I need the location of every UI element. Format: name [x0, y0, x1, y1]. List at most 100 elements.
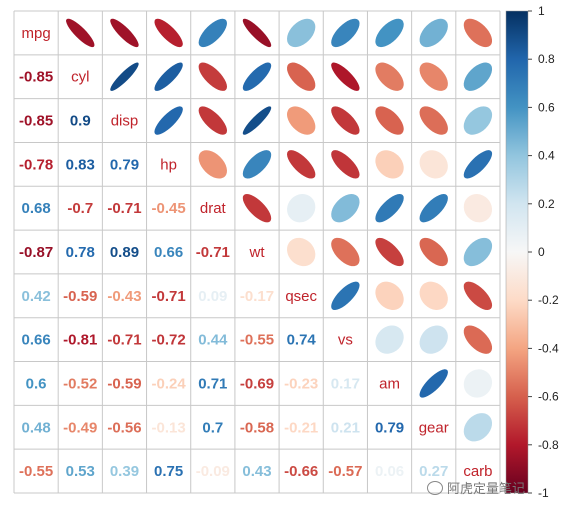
corr-value-hp-cyl: 0.83 [66, 156, 95, 173]
corr-value-am-vs: 0.17 [331, 375, 360, 392]
corr-value-carb-gear: 0.27 [419, 463, 448, 480]
corr-value-drat-mpg: 0.68 [21, 200, 50, 217]
colorbar-tick-label: -0.4 [538, 341, 559, 355]
diag-label-hp: hp [160, 156, 177, 173]
corr-ellipse-wt-qsec [287, 237, 316, 267]
corr-ellipse-disp-qsec [287, 106, 316, 135]
corr-value-disp-cyl: 0.9 [70, 113, 91, 130]
corr-value-vs-cyl: -0.81 [63, 332, 97, 349]
colorbar-tick-label: -0.6 [538, 390, 559, 404]
corr-ellipse-mpg-gear [419, 18, 448, 48]
corr-value-wt-drat: -0.71 [196, 244, 230, 261]
corr-ellipse-mpg-qsec [287, 18, 316, 48]
corr-value-am-hp: -0.24 [152, 375, 187, 392]
corr-ellipse-disp-drat [198, 106, 228, 135]
colorbar-tick-label: 0.8 [538, 52, 555, 66]
corr-ellipse-wt-vs [331, 237, 360, 267]
corr-ellipse-disp-gear [419, 106, 448, 135]
corr-ellipse-cyl-carb [463, 62, 493, 91]
color-legend: -1 -0.8 -0.6 -0.4 -0.2 0 0.2 0.4 0.6 0.8 1 [505, 4, 559, 500]
corr-ellipse-qsec-vs [331, 281, 360, 311]
corr-value-drat-cyl: -0.7 [67, 200, 93, 217]
corr-value-vs-wt: -0.55 [240, 332, 274, 349]
corr-value-drat-hp: -0.45 [152, 200, 186, 217]
corr-ellipse-cyl-drat [198, 62, 228, 91]
corr-ellipse-hp-am [375, 150, 404, 179]
diag-label-gear: gear [419, 419, 449, 436]
corr-value-gear-am: 0.79 [375, 419, 404, 436]
corr-value-hp-disp: 0.79 [110, 156, 139, 173]
corr-ellipse-hp-wt [242, 150, 272, 179]
corr-ellipse-disp-carb [463, 106, 493, 135]
corr-ellipse-wt-am [375, 237, 404, 267]
corr-value-gear-vs: 0.21 [331, 419, 360, 436]
corr-value-wt-mpg: -0.87 [19, 244, 53, 261]
colorbar-tick-label: 0.4 [538, 149, 555, 163]
corr-ellipse-mpg-carb [463, 18, 493, 48]
corr-value-gear-cyl: -0.49 [63, 419, 97, 436]
diag-label-am: am [379, 375, 400, 392]
corr-value-vs-mpg: 0.66 [21, 332, 50, 349]
corr-ellipse-qsec-carb [463, 281, 493, 311]
corr-value-qsec-hp: -0.71 [152, 288, 186, 305]
corr-ellipse-am-gear [419, 369, 448, 398]
corr-ellipse-qsec-am [375, 281, 404, 310]
corr-ellipse-hp-carb [463, 150, 493, 179]
corr-value-gear-qsec: -0.21 [284, 419, 318, 436]
diag-label-cyl: cyl [71, 69, 89, 86]
corr-value-carb-cyl: 0.53 [66, 463, 95, 480]
corr-ellipse-drat-carb [463, 194, 493, 223]
diag-label-mpg: mpg [21, 25, 50, 42]
corr-value-qsec-wt: -0.17 [240, 288, 274, 305]
corr-ellipse-mpg-drat [198, 18, 228, 48]
colorbar-tick-label: -0.2 [538, 293, 559, 307]
correlation-grid: mpg -0.85 cyl -0.85 0.9 disp -0.78 0.83 0.79 hp 0.… [19, 18, 493, 480]
corr-ellipse-cyl-hp [154, 62, 183, 91]
corr-ellipse-hp-drat [198, 150, 227, 179]
corr-ellipse-cyl-wt [242, 62, 272, 91]
corr-ellipse-cyl-disp [110, 62, 139, 91]
corr-value-gear-hp: -0.13 [152, 419, 186, 436]
corr-ellipse-cyl-am [375, 62, 404, 91]
corr-ellipse-drat-vs [331, 194, 360, 223]
corr-value-drat-disp: -0.71 [107, 200, 141, 217]
colorbar-gradient [505, 10, 529, 494]
corr-ellipse-disp-hp [154, 106, 183, 135]
corr-ellipse-mpg-vs [331, 18, 360, 48]
corr-value-carb-hp: 0.75 [154, 463, 183, 480]
corr-ellipse-cyl-qsec [287, 62, 316, 91]
diag-label-qsec: qsec [285, 288, 317, 305]
corr-value-am-mpg: 0.6 [26, 375, 47, 392]
corr-ellipse-hp-vs [331, 150, 360, 179]
corr-value-gear-disp: -0.56 [107, 419, 141, 436]
corr-value-hp-mpg: -0.78 [19, 156, 53, 173]
corr-ellipse-cyl-gear [419, 62, 448, 91]
corr-ellipse-mpg-hp [154, 18, 183, 48]
diag-label-disp: disp [111, 113, 139, 130]
corr-ellipse-cyl-vs [331, 62, 360, 91]
corr-value-qsec-mpg: 0.42 [21, 288, 50, 305]
corr-ellipse-disp-am [375, 106, 404, 135]
corr-value-vs-disp: -0.71 [107, 332, 141, 349]
watermark: 阿虎定量笔记 [427, 478, 525, 497]
corr-ellipse-drat-gear [419, 193, 448, 223]
corr-ellipse-drat-wt [242, 193, 272, 223]
corr-value-am-cyl: -0.52 [63, 375, 97, 392]
corr-value-gear-wt: -0.58 [240, 419, 274, 436]
grid-lines [13, 10, 501, 494]
watermark-text: 阿虎定量笔记 [447, 481, 526, 496]
corr-ellipse-wt-carb [463, 237, 493, 267]
colorbar-tick-label: 1 [538, 4, 545, 18]
corr-value-qsec-disp: -0.43 [107, 288, 141, 305]
corr-value-vs-qsec: 0.74 [287, 332, 317, 349]
colorbar-tick-label: 0.2 [538, 197, 555, 211]
corr-value-gear-mpg: 0.48 [21, 419, 50, 436]
colorbar-tick-label: -1 [538, 486, 549, 500]
corr-value-qsec-cyl: -0.59 [63, 288, 97, 305]
colorbar-tick-label: -0.8 [538, 438, 559, 452]
corr-ellipse-drat-am [375, 193, 404, 223]
corr-ellipse-vs-gear [419, 325, 448, 354]
corr-value-wt-cyl: 0.78 [66, 244, 95, 261]
corr-ellipse-am-carb [463, 369, 493, 398]
